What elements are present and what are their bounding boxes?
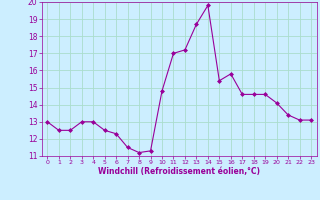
X-axis label: Windchill (Refroidissement éolien,°C): Windchill (Refroidissement éolien,°C)	[98, 167, 260, 176]
